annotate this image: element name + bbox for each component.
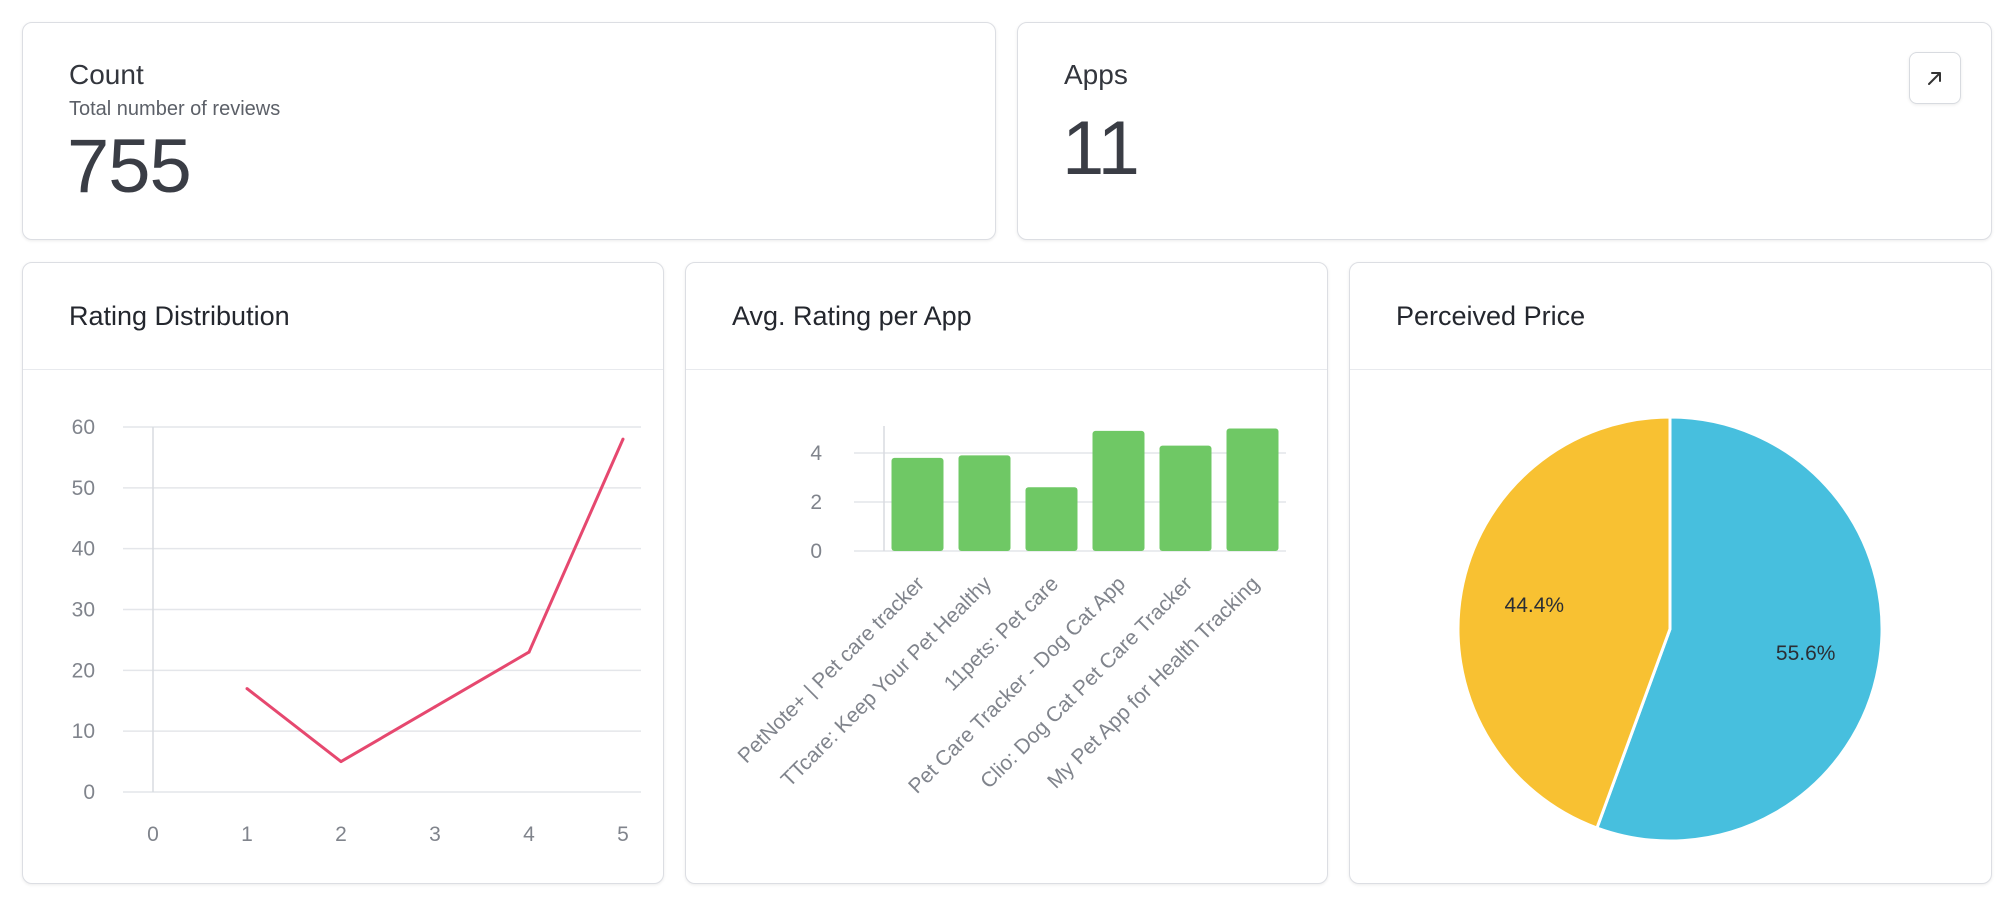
- y-tick-label: 10: [72, 720, 95, 743]
- line-point: [339, 760, 343, 764]
- count-value: 755: [67, 124, 192, 209]
- apps-title: Apps: [1064, 59, 1128, 90]
- x-tick-label: 5: [617, 823, 629, 846]
- expand-button[interactable]: [1909, 52, 1961, 104]
- count-card: Count Total number of reviews 755: [22, 22, 996, 240]
- avg-rating-card: Avg. Rating per App 0 2 4 PetNote+ | Pet ca…: [685, 262, 1328, 884]
- rating-bar: [1159, 445, 1212, 551]
- rating-distribution-header: Rating Distribution: [23, 263, 663, 370]
- x-tick-label: 1: [241, 823, 253, 846]
- perceived-price-title: Perceived Price: [1396, 301, 1586, 331]
- pie-slice: [1456, 415, 1672, 830]
- y-tick-label: 4: [810, 442, 822, 465]
- y-tick-label: 0: [810, 540, 822, 563]
- apps-card: Apps 11: [1017, 22, 1992, 240]
- perceived-price-card: Perceived Price 55.6% 44.4%: [1349, 262, 1992, 884]
- rating-distribution-chart: 0 10 20 30 40 50 60 0 1 2 3 4 5: [72, 416, 641, 846]
- apps-value: 11: [1062, 106, 1140, 191]
- rating-bar: [1092, 430, 1145, 551]
- x-tick-label: 3: [429, 823, 441, 846]
- x-tick-label: 4: [523, 823, 535, 846]
- arrow-up-right-icon: [1928, 72, 1941, 85]
- y-tick-label: 50: [72, 477, 95, 500]
- count-subtitle: Total number of reviews: [69, 98, 281, 120]
- rating-distribution-title: Rating Distribution: [69, 301, 290, 331]
- pie-slice: [1595, 415, 1884, 843]
- rating-bar: [891, 457, 944, 551]
- count-title: Count: [69, 59, 144, 90]
- y-tick-label: 40: [72, 538, 95, 561]
- y-tick-label: 60: [72, 416, 95, 439]
- perceived-price-chart: 55.6% 44.4%: [1456, 415, 1884, 843]
- y-tick-label: 0: [83, 781, 95, 804]
- y-tick-label: 30: [72, 599, 95, 622]
- line-point: [527, 650, 531, 654]
- perceived-price-header: Perceived Price: [1350, 263, 1991, 370]
- y-tick-label: 2: [810, 491, 822, 514]
- x-tick-label: 11pets: Pet care: [940, 572, 1063, 695]
- pie-slice-label: 44.4%: [1505, 594, 1565, 617]
- avg-rating-header: Avg. Rating per App: [686, 263, 1327, 370]
- rating-bar: [958, 455, 1011, 551]
- line-point: [433, 705, 437, 709]
- y-tick-label: 20: [72, 659, 95, 682]
- x-tick-label: 0: [147, 823, 159, 846]
- rating-bar: [1226, 428, 1279, 551]
- line-point: [621, 437, 625, 441]
- pie-slice-label: 55.6%: [1776, 642, 1836, 665]
- rating-distribution-card: Rating Distribution 0 10 20 30 40 50 60 0 1 2 3 4 5: [22, 262, 664, 884]
- line-point: [245, 687, 249, 691]
- rating-bar: [1025, 487, 1078, 551]
- x-tick-label: 2: [335, 823, 347, 846]
- avg-rating-title: Avg. Rating per App: [732, 301, 972, 331]
